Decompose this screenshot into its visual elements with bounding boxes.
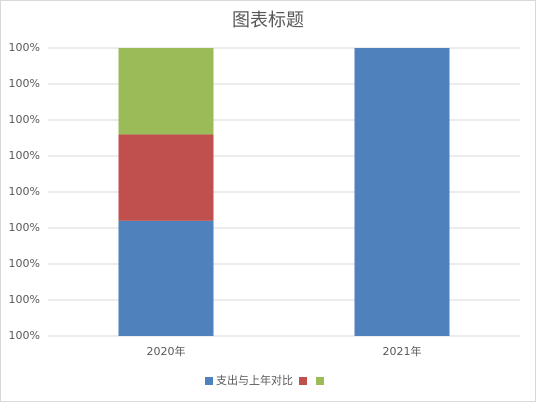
legend-swatch <box>316 377 324 385</box>
y-tick-label: 100% <box>9 293 40 306</box>
x-tick-label: 2020年 <box>147 344 186 358</box>
bar-segment <box>354 48 450 336</box>
legend-label: 支出与上年对比 <box>216 373 293 387</box>
chart-title: 图表标题 <box>232 10 304 31</box>
legend-swatch <box>205 377 213 385</box>
y-tick-label: 100% <box>9 185 40 198</box>
y-tick-label: 100% <box>9 257 40 270</box>
legend-swatch <box>299 377 307 385</box>
bar-segment <box>118 48 214 135</box>
y-tick-label: 100% <box>9 41 40 54</box>
y-tick-label: 100% <box>9 329 40 342</box>
y-tick-label: 100% <box>9 77 40 90</box>
bar-segment <box>118 134 214 221</box>
y-tick-label: 100% <box>9 221 40 234</box>
bar-segment <box>118 220 214 336</box>
x-tick-label: 2021年 <box>383 344 422 358</box>
y-tick-label: 100% <box>9 149 40 162</box>
y-tick-label: 100% <box>9 113 40 126</box>
